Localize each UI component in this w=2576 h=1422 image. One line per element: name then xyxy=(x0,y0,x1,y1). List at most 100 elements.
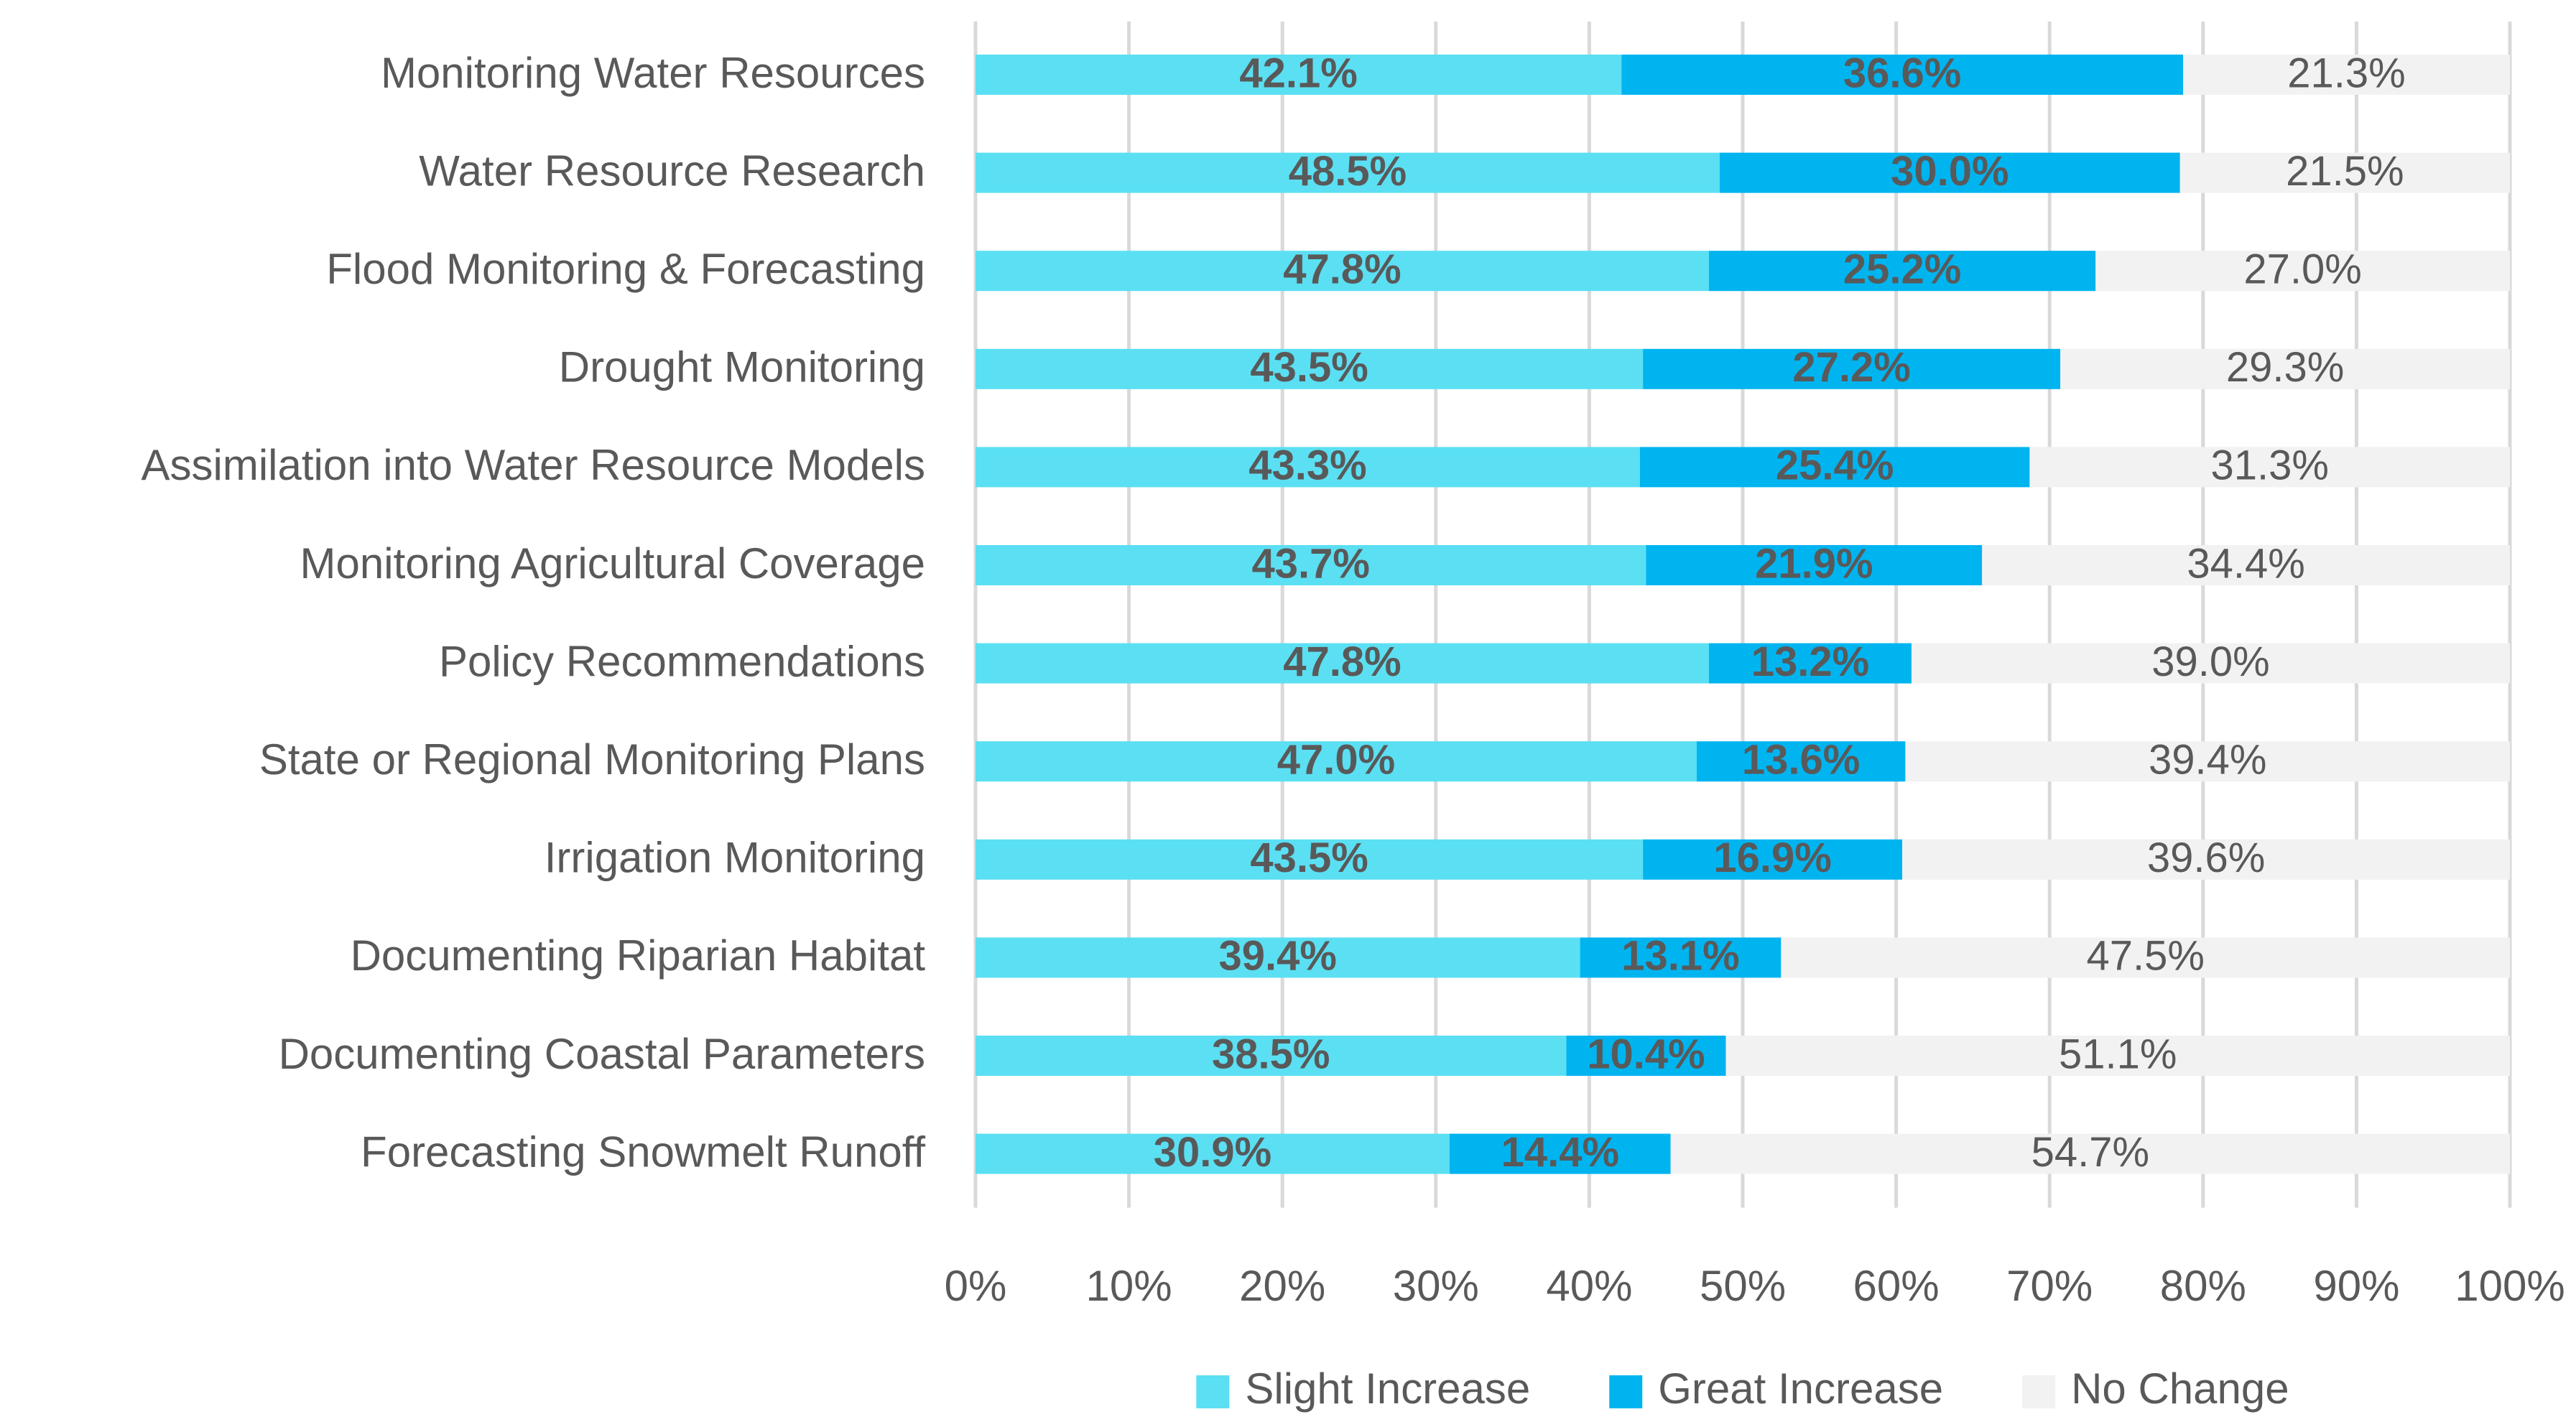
bar-monitoring-water-resources-slight-increase xyxy=(976,55,1622,95)
data-label-assimilation-into-water-resource-models-no-change: 31.3% xyxy=(2210,442,2328,489)
category-label-forecasting-snowmelt-runoff: Forecasting Snowmelt Runoff xyxy=(361,1128,925,1176)
bar-monitoring-water-resources-no-change xyxy=(2183,55,2510,95)
category-label-documenting-riparian-habitat: Documenting Riparian Habitat xyxy=(351,931,926,980)
legend-label-no-change: No Change xyxy=(2071,1365,2289,1413)
bar-drought-monitoring-slight-increase xyxy=(976,348,1644,389)
bar-monitoring-water-resources-great-increase xyxy=(1621,55,2184,95)
data-label-irrigation-monitoring-no-change: 39.6% xyxy=(2147,835,2265,881)
bar-policy-recommendations-great-increase xyxy=(1709,643,1912,684)
bar-state-or-regional-monitoring-plans-great-increase xyxy=(1696,741,1906,782)
category-label-drought-monitoring: Drought Monitoring xyxy=(559,343,925,391)
bar-assimilation-into-water-resource-models-great-increase xyxy=(1639,447,2030,488)
bar-flood-monitoring-and-forecasting-slight-increase xyxy=(976,251,1710,292)
data-label-assimilation-into-water-resource-models-slight-increase: 43.3% xyxy=(1248,442,1366,489)
legend-swatch-no-change xyxy=(2022,1375,2056,1408)
bar-documenting-riparian-habitat-great-increase xyxy=(1580,937,1782,978)
data-label-assimilation-into-water-resource-models-great-increase: 25.4% xyxy=(1776,442,1894,489)
bar-documenting-coastal-parameters-no-change xyxy=(1725,1036,2510,1076)
bar-forecasting-snowmelt-runoff-great-increase xyxy=(1450,1133,1671,1174)
category-label-monitoring-agricultural-coverage: Monitoring Agricultural Coverage xyxy=(300,539,925,587)
category-label-flood-monitoring-and-forecasting: Flood Monitoring & Forecasting xyxy=(326,245,925,293)
x-tick-label-6: 60% xyxy=(1853,1262,1940,1310)
bar-irrigation-monitoring-slight-increase xyxy=(976,839,1644,880)
bar-irrigation-monitoring-no-change xyxy=(1902,839,2510,880)
legend-swatch-slight-increase xyxy=(1196,1375,1230,1408)
data-label-documenting-coastal-parameters-no-change: 51.1% xyxy=(2059,1031,2177,1077)
data-label-documenting-coastal-parameters-slight-increase: 38.5% xyxy=(1212,1031,1330,1077)
bar-state-or-regional-monitoring-plans-slight-increase xyxy=(976,741,1697,782)
bar-drought-monitoring-no-change xyxy=(2060,348,2510,389)
bar-flood-monitoring-and-forecasting-great-increase xyxy=(1709,251,2096,292)
data-label-water-resource-research-great-increase: 30.0% xyxy=(1891,148,2009,195)
x-tick-label-3: 30% xyxy=(1393,1262,1479,1310)
x-tick-label-4: 40% xyxy=(1546,1262,1632,1310)
category-label-policy-recommendations: Policy Recommendations xyxy=(439,637,925,685)
bar-policy-recommendations-no-change xyxy=(1911,643,2510,684)
data-label-monitoring-water-resources-slight-increase: 42.1% xyxy=(1239,50,1357,96)
data-label-monitoring-water-resources-no-change: 21.3% xyxy=(2287,50,2405,96)
bar-assimilation-into-water-resource-models-slight-increase xyxy=(976,447,1640,488)
data-label-documenting-riparian-habitat-great-increase: 13.1% xyxy=(1621,933,1739,980)
bar-monitoring-agricultural-coverage-no-change xyxy=(1982,545,2510,585)
data-label-forecasting-snowmelt-runoff-slight-increase: 30.9% xyxy=(1154,1129,1271,1176)
x-tick-label-5: 50% xyxy=(1700,1262,1786,1310)
data-label-irrigation-monitoring-great-increase: 16.9% xyxy=(1713,835,1831,881)
bar-documenting-coastal-parameters-great-increase xyxy=(1566,1036,1726,1076)
value-axis: 0% 10% 20% 30% 40% 50% 60% 70% 80% 90% 100% xyxy=(945,1262,2565,1310)
data-label-flood-monitoring-and-forecasting-great-increase: 25.2% xyxy=(1843,246,1961,293)
legend-label-slight-increase: Slight Increase xyxy=(1245,1365,1530,1413)
gridlines xyxy=(973,22,2512,1208)
data-label-drought-monitoring-no-change: 29.3% xyxy=(2226,344,2344,391)
x-tick-label-2: 20% xyxy=(1239,1262,1325,1310)
bar-documenting-riparian-habitat-slight-increase xyxy=(976,937,1580,978)
x-tick-label-1: 10% xyxy=(1086,1262,1172,1310)
data-label-policy-recommendations-great-increase: 13.2% xyxy=(1751,638,1869,685)
data-label-drought-monitoring-slight-increase: 43.5% xyxy=(1250,344,1368,391)
data-label-state-or-regional-monitoring-plans-great-increase: 13.6% xyxy=(1742,737,1860,784)
data-label-policy-recommendations-slight-increase: 47.8% xyxy=(1283,638,1401,685)
x-tick-label-9: 90% xyxy=(2313,1262,2399,1310)
category-label-water-resource-research: Water Resource Research xyxy=(419,147,925,195)
bar-drought-monitoring-great-increase xyxy=(1643,348,2061,389)
bar-forecasting-snowmelt-runoff-no-change xyxy=(1670,1133,2510,1174)
data-label-state-or-regional-monitoring-plans-slight-increase: 47.0% xyxy=(1277,737,1395,784)
legend-label-great-increase: Great Increase xyxy=(1658,1365,1943,1413)
bar-monitoring-agricultural-coverage-great-increase xyxy=(1646,545,1983,585)
data-label-flood-monitoring-and-forecasting-slight-increase: 47.8% xyxy=(1283,246,1401,293)
bar-water-resource-research-slight-increase xyxy=(976,152,1720,193)
data-label-state-or-regional-monitoring-plans-no-change: 39.4% xyxy=(2149,737,2266,784)
data-label-policy-recommendations-no-change: 39.0% xyxy=(2151,638,2269,685)
bar-documenting-riparian-habitat-no-change xyxy=(1781,937,2510,978)
bar-flood-monitoring-and-forecasting-no-change xyxy=(2095,251,2510,292)
x-tick-label-10: 100% xyxy=(2455,1262,2565,1310)
bar-water-resource-research-great-increase xyxy=(1719,152,2180,193)
data-label-forecasting-snowmelt-runoff-no-change: 54.7% xyxy=(2031,1129,2149,1176)
category-label-assimilation-into-water-resource-models: Assimilation into Water Resource Models xyxy=(141,441,925,489)
legend: Slight Increase Great Increase No Change xyxy=(1196,1365,2289,1413)
x-tick-label-7: 70% xyxy=(2006,1262,2093,1310)
data-label-water-resource-research-no-change: 21.5% xyxy=(2286,148,2404,195)
data-label-monitoring-agricultural-coverage-no-change: 34.4% xyxy=(2187,540,2304,587)
category-label-monitoring-water-resources: Monitoring Water Resources xyxy=(381,49,925,97)
data-labels: 42.1% 36.6% 21.3% 48.5% 30.0% 21.5% 47.8% 25.2%… xyxy=(1154,50,2406,1176)
bar-irrigation-monitoring-great-increase xyxy=(1643,839,1903,880)
data-label-monitoring-agricultural-coverage-great-increase: 21.9% xyxy=(1755,540,1873,587)
x-tick-label-0: 0% xyxy=(945,1262,1007,1310)
bar-water-resource-research-no-change xyxy=(2179,152,2510,193)
data-label-documenting-riparian-habitat-no-change: 47.5% xyxy=(2086,933,2204,980)
data-label-documenting-riparian-habitat-slight-increase: 39.4% xyxy=(1219,933,1337,980)
bar-documenting-coastal-parameters-slight-increase xyxy=(976,1036,1567,1076)
data-label-water-resource-research-slight-increase: 48.5% xyxy=(1289,148,1407,195)
bar-state-or-regional-monitoring-plans-no-change xyxy=(1905,741,2510,782)
data-label-drought-monitoring-great-increase: 27.2% xyxy=(1792,344,1910,391)
category-axis: Monitoring Water Resources Water Resource… xyxy=(141,49,925,1176)
legend-swatch-great-increase xyxy=(1609,1375,1643,1408)
data-label-documenting-coastal-parameters-great-increase: 10.4% xyxy=(1587,1031,1705,1077)
x-tick-label-8: 80% xyxy=(2160,1262,2246,1310)
data-label-monitoring-water-resources-great-increase: 36.6% xyxy=(1843,50,1961,96)
category-label-documenting-coastal-parameters: Documenting Coastal Parameters xyxy=(279,1030,925,1078)
bar-monitoring-agricultural-coverage-slight-increase xyxy=(976,545,1646,585)
data-label-monitoring-agricultural-coverage-slight-increase: 43.7% xyxy=(1251,540,1369,587)
data-label-forecasting-snowmelt-runoff-great-increase: 14.4% xyxy=(1501,1129,1619,1176)
